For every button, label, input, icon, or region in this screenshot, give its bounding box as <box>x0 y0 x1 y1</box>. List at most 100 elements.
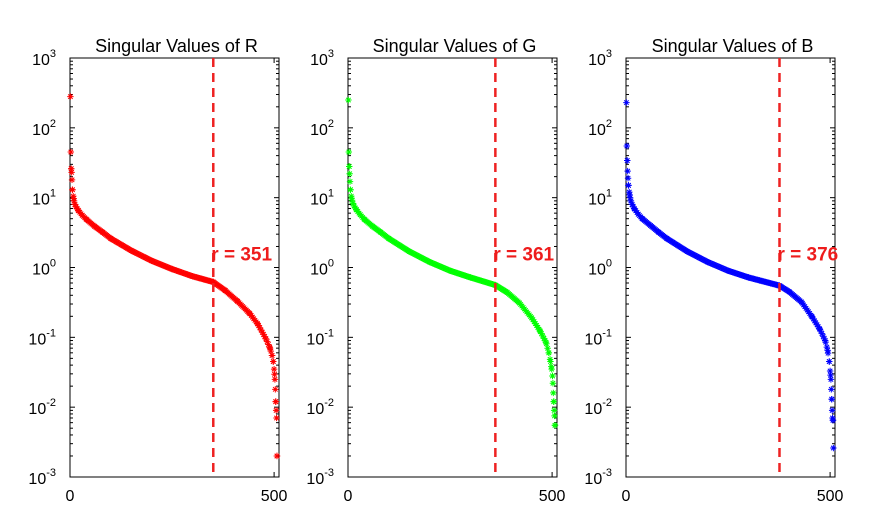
data-point <box>271 376 279 383</box>
data-point <box>259 329 266 336</box>
data-point <box>260 331 267 338</box>
data-point <box>625 182 632 189</box>
data-point <box>627 197 635 205</box>
y-tick-label: 10-2 <box>28 397 56 418</box>
data-point <box>71 201 79 208</box>
y-tick-label: 100 <box>588 258 612 279</box>
data-point <box>69 186 76 193</box>
data-point <box>817 327 824 335</box>
y-tick-exponent: 3 <box>606 48 612 60</box>
data-point <box>270 365 278 373</box>
data-point <box>826 367 834 375</box>
y-tick-base: 10 <box>306 331 324 348</box>
data-point <box>539 332 546 340</box>
data-point <box>548 365 555 373</box>
data-point <box>68 169 75 176</box>
data-point <box>268 352 276 359</box>
data-point <box>828 386 835 393</box>
y-tick-label: 103 <box>32 48 56 69</box>
chart-title: Singular Values of G <box>373 36 537 56</box>
y-tick-exponent: -2 <box>46 397 56 409</box>
data-point <box>257 326 265 334</box>
data-point <box>68 165 75 172</box>
data-series <box>345 96 559 429</box>
data-point <box>545 349 553 357</box>
y-tick-base: 10 <box>588 122 606 139</box>
rank-cutoff-label: r = 351 <box>211 245 272 266</box>
y-tick-base: 10 <box>588 192 606 209</box>
y-tick-base: 10 <box>28 331 46 348</box>
y-tick-base: 10 <box>32 192 50 209</box>
y-tick-base: 10 <box>32 52 50 69</box>
y-tick-exponent: 3 <box>328 48 334 60</box>
y-tick-exponent: -2 <box>324 397 334 409</box>
data-point <box>255 322 262 329</box>
data-point <box>830 444 837 452</box>
data-point <box>829 417 837 424</box>
x-tick-label: 500 <box>817 488 844 505</box>
data-point <box>263 338 271 345</box>
y-tick-base: 10 <box>306 401 324 418</box>
data-point <box>346 170 353 177</box>
rank-cutoff-label: r = 361 <box>493 245 554 266</box>
y-tick-exponent: -3 <box>602 467 612 479</box>
y-tick-label: 10-2 <box>306 397 334 418</box>
x-tick-label: 0 <box>344 488 353 505</box>
data-point <box>67 148 75 156</box>
data-point <box>818 330 826 337</box>
y-tick-exponent: 0 <box>328 258 334 270</box>
y-tick-base: 10 <box>310 192 328 209</box>
data-point <box>828 407 836 414</box>
data-point <box>811 317 818 325</box>
data-point <box>815 323 822 330</box>
data-point <box>626 194 634 201</box>
y-tick-base: 10 <box>32 262 50 279</box>
data-point <box>624 175 632 182</box>
y-tick-exponent: 1 <box>50 188 56 200</box>
data-point <box>812 319 820 327</box>
data-point <box>273 414 280 422</box>
y-tick-base: 10 <box>584 331 602 348</box>
data-point <box>349 200 357 207</box>
y-tick-exponent: -3 <box>46 467 56 479</box>
y-tick-label: 103 <box>588 48 612 69</box>
plot-frame <box>625 57 836 478</box>
y-tick-base: 10 <box>310 52 328 69</box>
plot-frame <box>347 57 558 478</box>
data-point <box>347 186 354 193</box>
data-point <box>822 338 829 346</box>
data-point <box>828 396 835 403</box>
data-point <box>67 93 74 100</box>
y-tick-exponent: 0 <box>606 258 612 270</box>
y-tick-exponent: 3 <box>50 48 56 60</box>
data-point <box>272 407 280 414</box>
y-tick-label: 100 <box>310 258 334 279</box>
data-point <box>808 313 816 321</box>
data-point <box>826 358 833 365</box>
data-point <box>272 386 279 393</box>
data-point <box>549 372 556 380</box>
y-tick-exponent: 1 <box>328 188 334 200</box>
data-point <box>541 337 549 344</box>
x-tick-label: 500 <box>261 488 288 505</box>
data-point <box>265 341 272 348</box>
data-point <box>624 157 631 164</box>
y-tick-exponent: 0 <box>50 258 56 270</box>
y-tick-base: 10 <box>584 471 602 488</box>
data-point <box>261 333 268 340</box>
y-tick-label: 10-1 <box>584 327 612 348</box>
y-tick-base: 10 <box>28 471 46 488</box>
y-tick-exponent: 1 <box>606 188 612 200</box>
y-tick-label: 102 <box>588 118 612 139</box>
y-tick-exponent: -1 <box>324 327 334 339</box>
data-point <box>547 358 554 365</box>
y-tick-label: 101 <box>32 188 56 209</box>
data-point <box>544 345 551 352</box>
data-point <box>348 196 356 204</box>
y-tick-exponent: -3 <box>324 467 334 479</box>
data-point <box>823 343 831 351</box>
y-tick-base: 10 <box>584 401 602 418</box>
y-tick-label: 10-3 <box>28 467 56 488</box>
